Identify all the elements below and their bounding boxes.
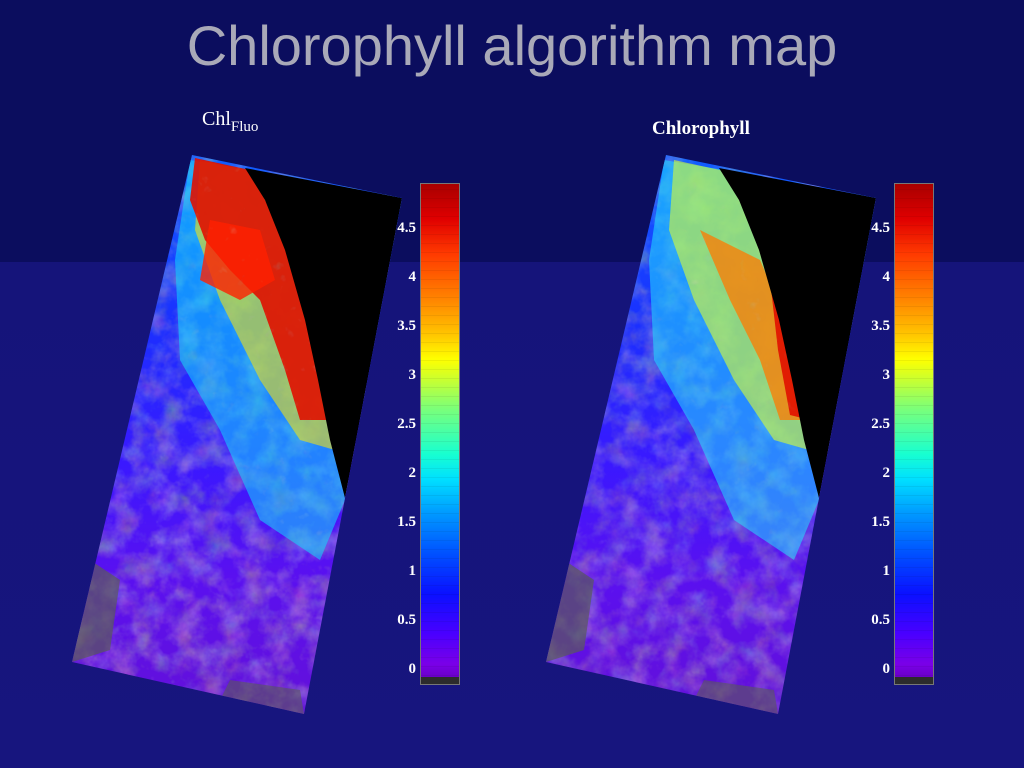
- colorbar-tick: 3.5: [871, 318, 890, 334]
- colorbar-tick: 2.5: [871, 416, 890, 432]
- slide-title: Chlorophyll algorithm map: [186, 14, 838, 77]
- colorbar-tick: 0: [408, 661, 417, 677]
- panel-title-subscript: Fluo: [230, 119, 259, 135]
- colorbar-tick: 4.5: [871, 220, 890, 236]
- colorbar-tick: 4: [408, 269, 417, 285]
- map-chlorophyll: [546, 155, 876, 714]
- colorbar-tick: 2.5: [397, 416, 416, 432]
- land-mask-left: [245, 168, 402, 498]
- colorbar-tick: 0.5: [397, 612, 416, 628]
- land-mask-right: [719, 168, 876, 498]
- panel-title-chl-fluo: ChlFluo: [202, 108, 258, 136]
- colorbar-right: [894, 183, 934, 685]
- colorbar-left: [420, 183, 460, 685]
- colorbar-tick: 2: [408, 465, 417, 481]
- colorbar-tick: 4: [882, 269, 891, 285]
- colorbar-tick: 2: [882, 465, 891, 481]
- colorbar-tick: 3: [408, 367, 417, 383]
- colorbar-tick: 3: [882, 367, 891, 383]
- panel-title-main: Chl: [202, 108, 231, 130]
- colorbar-tick: 1.5: [871, 514, 890, 530]
- panel-title-chlorophyll: Chlorophyll: [652, 118, 750, 139]
- colorbar-tick: 1: [882, 563, 891, 579]
- colorbar-tick: 1: [408, 563, 417, 579]
- colorbar-tick: 0: [882, 661, 891, 677]
- colorbar-tick: 4.5: [397, 220, 416, 236]
- colorbar-tick: 1.5: [397, 514, 416, 530]
- colorbar-tick: 0.5: [871, 612, 890, 628]
- colorbar-tick: 3.5: [397, 318, 416, 334]
- map-chl-fluo: [72, 155, 402, 714]
